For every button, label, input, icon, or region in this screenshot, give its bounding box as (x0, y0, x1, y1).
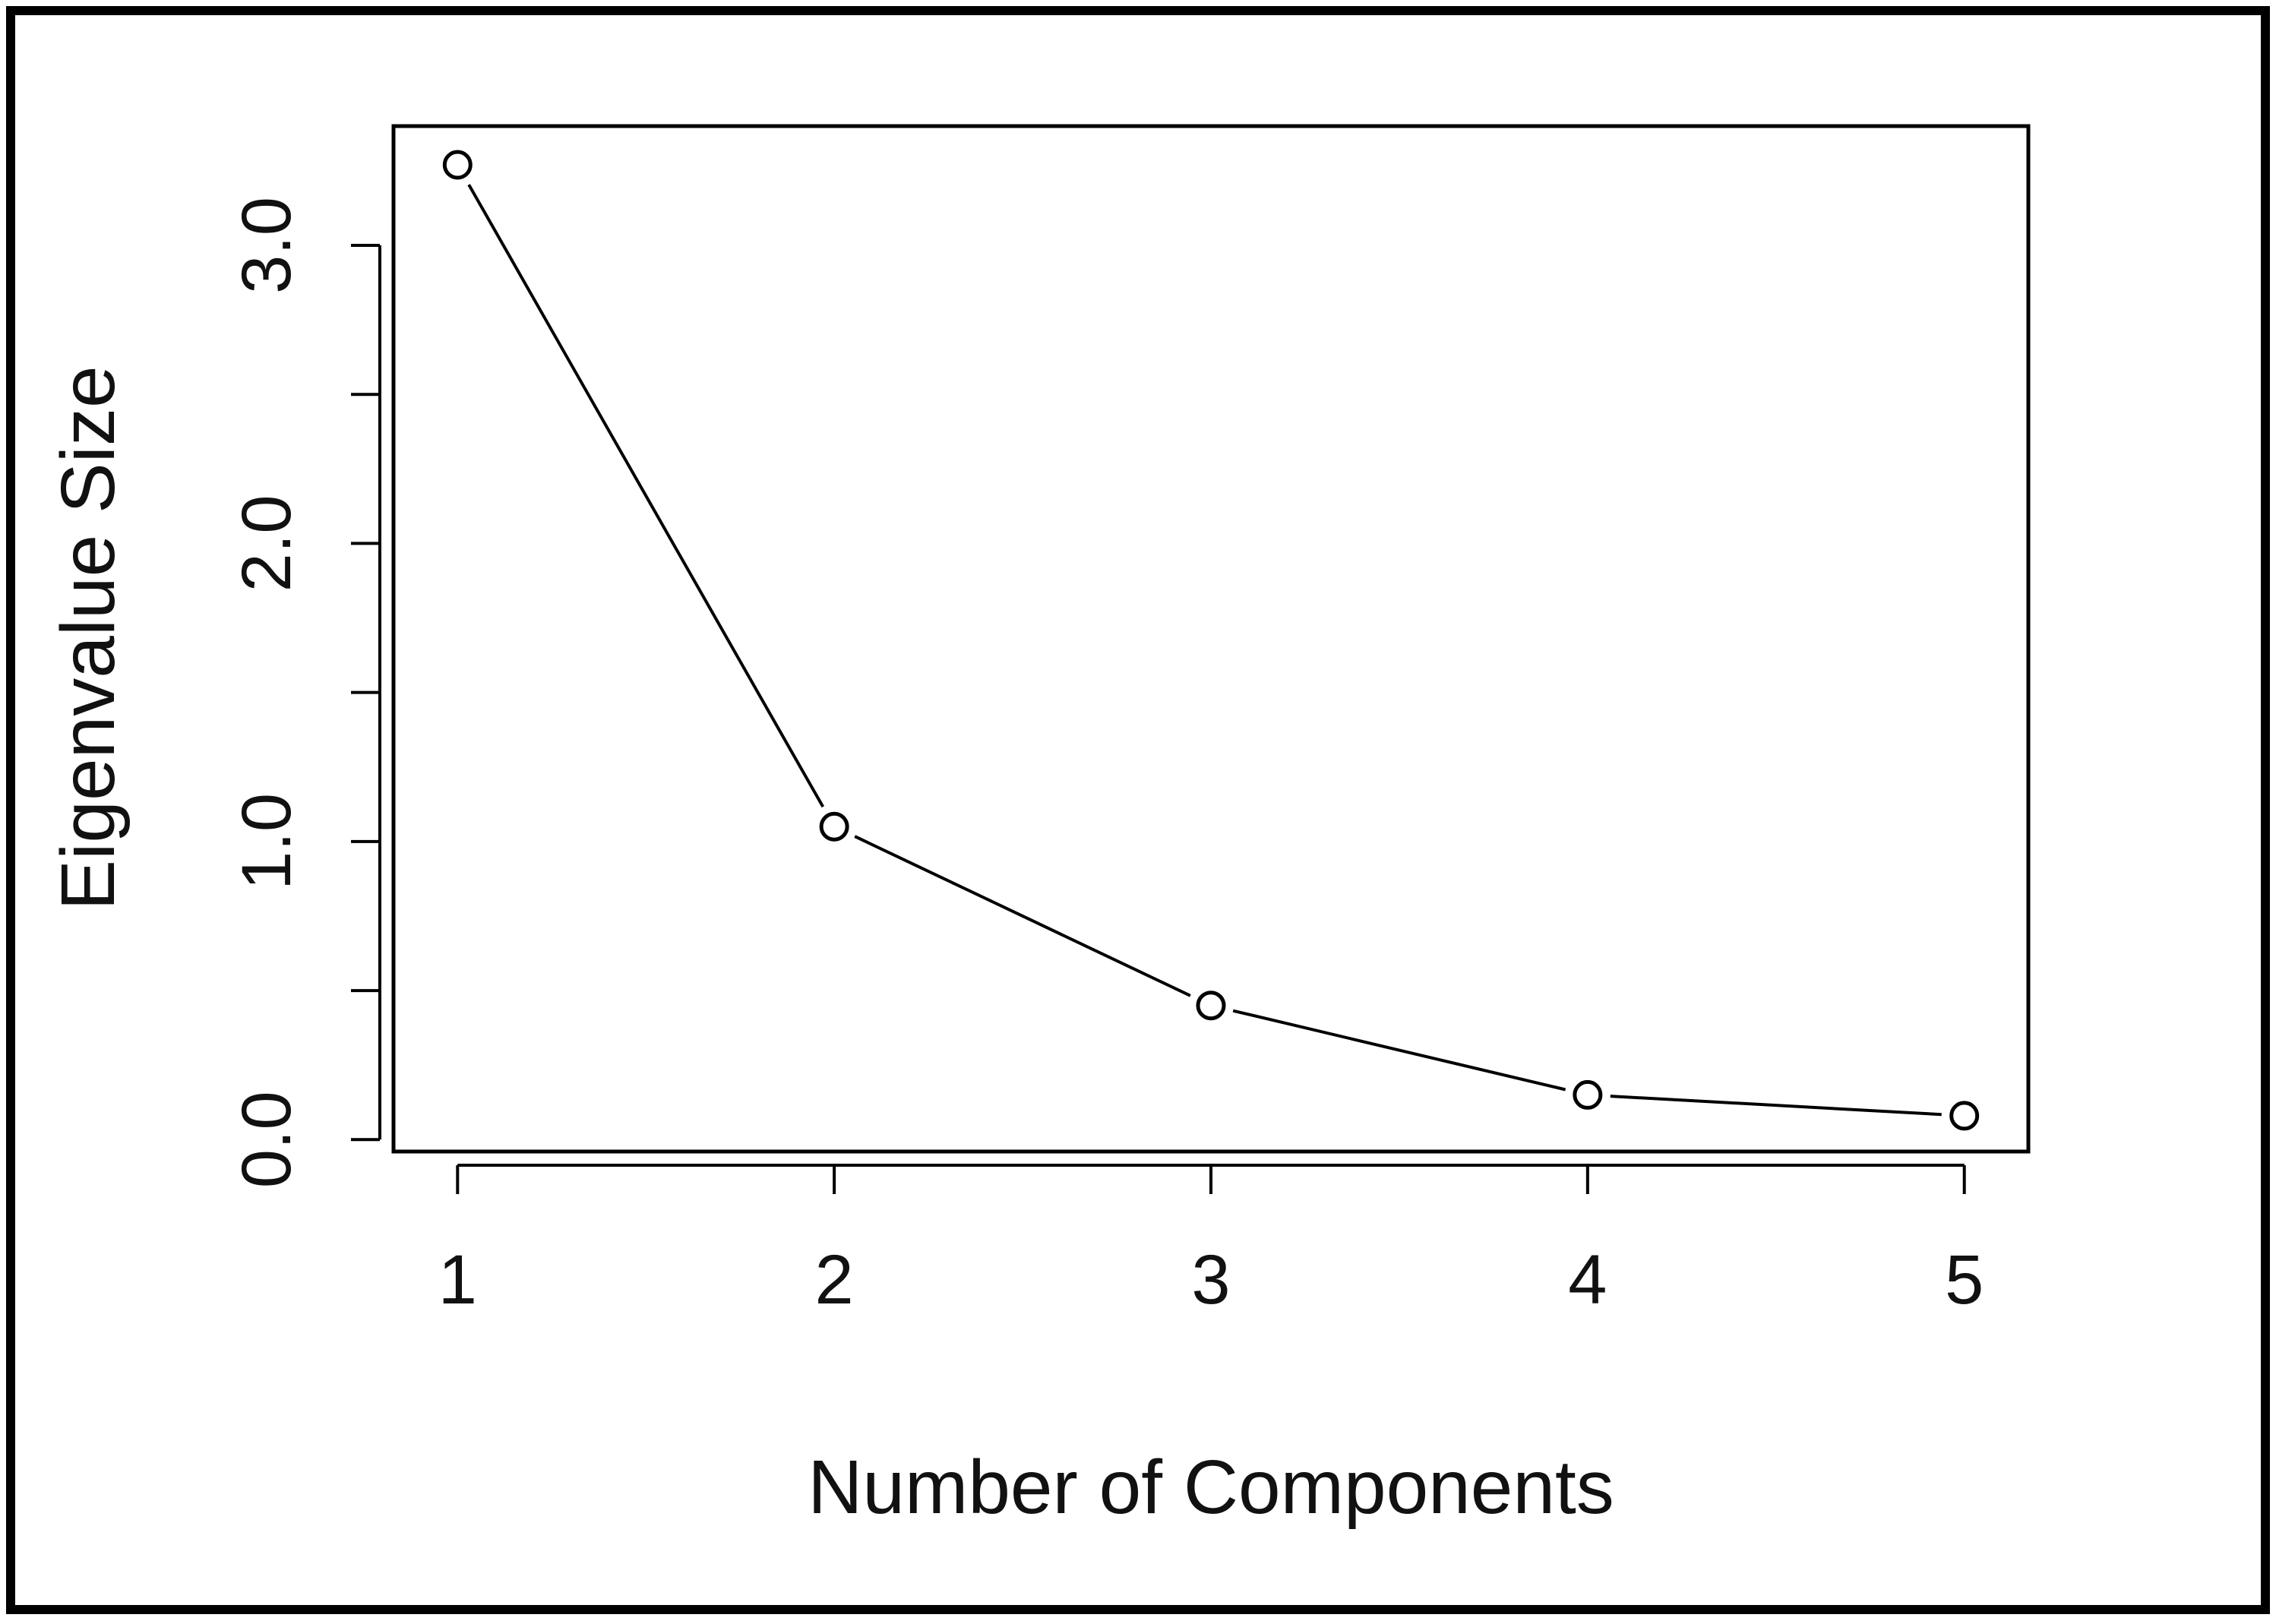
data-point-4 (1573, 1079, 1603, 1110)
plot-layer: 1 2 3 4 5 0.0 1.0 2.0 3.0 Number of Components Eig… (46, 124, 2031, 1530)
series-segment-4-5 (1610, 1095, 1942, 1117)
outer-border (6, 6, 2270, 1614)
series-segment-1-2 (467, 184, 825, 808)
y-tick-label-2: 2.0 (228, 494, 305, 592)
x-axis-title: Number of Components (808, 1445, 1614, 1530)
x-tick-label-4: 4 (1568, 1241, 1607, 1319)
y-tick-label-1: 1.0 (228, 793, 305, 890)
x-tick-label-1: 1 (438, 1241, 477, 1319)
data-point-3 (1196, 991, 1226, 1021)
y-tick-label-3: 3.0 (228, 197, 305, 294)
series-segment-3-4 (1232, 1009, 1566, 1092)
data-point-1 (442, 150, 473, 180)
data-point-5 (1949, 1101, 1980, 1131)
data-point-2 (819, 811, 849, 842)
x-tick-label-3: 3 (1191, 1241, 1230, 1319)
y-tick-label-0: 0.0 (228, 1091, 305, 1188)
series-segment-2-3 (854, 835, 1191, 997)
x-tick-label-5: 5 (1945, 1241, 1984, 1319)
plot-area-frame (391, 124, 2031, 1154)
x-tick-label-2: 2 (815, 1241, 854, 1319)
y-axis-title: Eigenvalue Size (46, 365, 131, 910)
